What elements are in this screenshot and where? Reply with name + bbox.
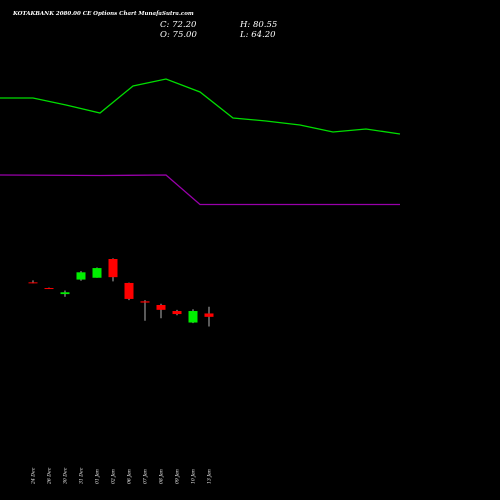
candles [28,258,214,327]
x-tick-label: 02 Jan [111,469,117,484]
candle-body [92,268,102,278]
candle-2 [44,287,54,290]
x-tick-label: 31 Dec [79,467,85,484]
candle-10 [172,309,182,316]
candle-body [188,311,198,323]
x-tick-label: 08 Jan [159,469,165,484]
x-tick-label: 06 Jan [127,469,133,484]
close-label: C: 72.20 [160,20,197,30]
candle-11 [188,309,198,324]
candle-1 [28,280,38,284]
candle-body [108,259,118,278]
candle-3 [60,290,70,297]
open-label: O: 75.00 [160,30,197,40]
candle-7 [124,282,134,301]
x-tick-label: 10 Jan [191,469,197,484]
chart-title: KOTAKBANK 2080.00 CE Options Chart Munaf… [12,11,194,17]
indicator-lines [0,78,401,206]
candle-body [76,272,86,280]
candle-body [204,313,214,317]
candle-body [44,288,54,290]
x-tick-label: 30 Dec [63,467,69,484]
candle-body [28,282,38,284]
candle-12 [204,306,214,327]
candle-body [140,301,150,303]
x-tick-label: 26 Dec [47,467,53,485]
indicator-line-1 [0,78,401,135]
candle-body [60,292,70,295]
candle-body [124,282,134,299]
candle-6 [108,258,118,282]
x-tick-label: 24 Dec [31,467,37,485]
candle-4 [76,271,86,281]
high-label: H: 80.55 [239,20,277,30]
indicator-line-2 [0,174,400,206]
candle-9 [156,303,166,319]
x-tick-label: 13 Jan [207,469,213,484]
candle-5 [92,267,102,278]
candle-8 [140,300,150,321]
low-label: L: 64.20 [239,30,276,40]
x-tick-label: 01 Jan [95,469,101,484]
x-tick-label: 07 Jan [143,469,149,484]
x-tick-label: 09 Jan [175,469,181,484]
candle-body [172,311,182,315]
candle-body [156,304,166,310]
x-axis-labels: 24 Dec 26 Dec 30 Dec 31 Dec 01 Jan 02 Jan 06 J… [31,467,213,485]
